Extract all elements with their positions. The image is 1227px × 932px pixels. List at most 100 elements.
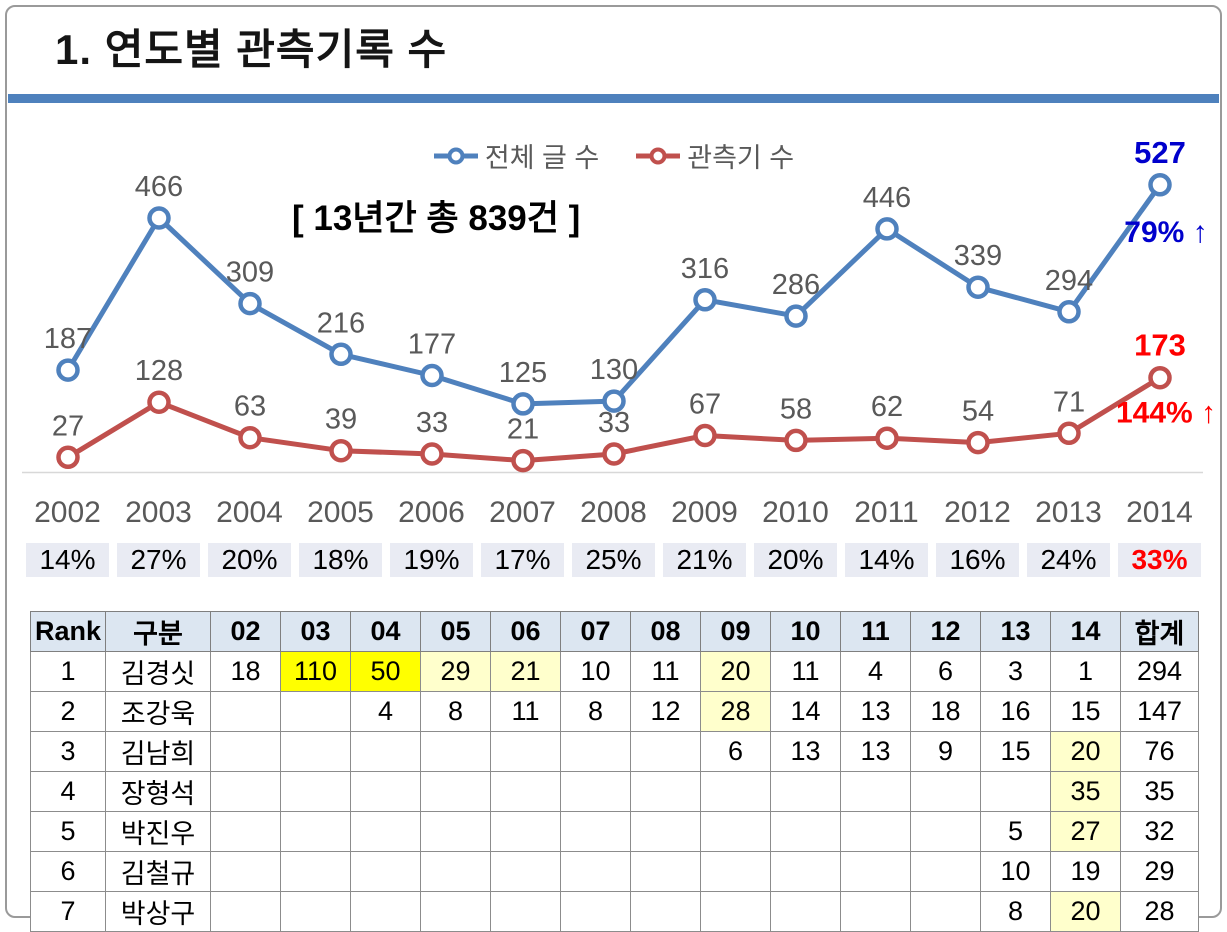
table-header-cell: Rank xyxy=(30,611,106,652)
total-cell: 32 xyxy=(1120,811,1199,852)
data-point-marker xyxy=(1057,421,1081,446)
table-header-cell: 07 xyxy=(560,611,631,652)
percent-value: 27% xyxy=(117,543,200,577)
table-header-cell: 14 xyxy=(1050,611,1121,652)
year-label: 2008 xyxy=(580,496,647,529)
year-value-cell xyxy=(350,771,421,812)
percent-cell: 27% xyxy=(113,543,204,577)
table-header-cell: 06 xyxy=(490,611,561,652)
data-point-label: 125 xyxy=(499,357,547,389)
table-row: 3 김남희 6 13 13 9 15 20 76 xyxy=(30,731,1199,772)
year-value-cell: 20 xyxy=(1050,891,1121,932)
percent-cell: 17% xyxy=(477,543,568,577)
year-value-cell xyxy=(630,731,701,772)
data-point-marker xyxy=(693,423,717,448)
year-value-cell xyxy=(560,771,631,812)
table-body: 1 김경싯 18 110 50 29 21 10 11 20 11 4 6 3 1 294 2 조강욱 4 8 11 8 1… xyxy=(30,651,1199,932)
year-value-cell xyxy=(350,891,421,932)
percent-cell: 14% xyxy=(22,543,113,577)
year-value-cell: 11 xyxy=(630,651,701,692)
x-axis-year-labels: 2002 2003 2004 2005 2006 2007 2008 2009 2010 2011… xyxy=(22,494,1205,532)
percent-cell: 21% xyxy=(659,543,750,577)
data-point-label: 216 xyxy=(317,307,365,339)
table-header-cell: 12 xyxy=(910,611,981,652)
table-header-cell: 05 xyxy=(420,611,491,652)
year-value-cell: 11 xyxy=(770,651,841,692)
percent-value: 21% xyxy=(663,543,746,577)
table-header-cell: 03 xyxy=(280,611,351,652)
legend-marker-icon xyxy=(433,147,478,164)
data-point-label: 27 xyxy=(52,410,84,442)
data-point-marker xyxy=(238,291,262,316)
data-point-marker xyxy=(511,392,535,416)
table-header-cell: 합계 xyxy=(1120,611,1199,652)
data-point-marker xyxy=(329,342,353,367)
observer-name-cell: 박진우 xyxy=(105,811,211,852)
observer-rank-table: Rank 구분 02 03 04 05 06 07 08 09 10 11 12 13 14 합계 1 김경싯 1… xyxy=(30,611,1199,932)
year-value-cell xyxy=(210,891,281,932)
rank-cell: 3 xyxy=(30,731,106,772)
percent-value: 14% xyxy=(845,543,928,577)
year-label: 2005 xyxy=(307,496,374,529)
observer-name-cell: 김남희 xyxy=(105,731,211,772)
year-value-cell xyxy=(630,771,701,812)
data-point-label: 446 xyxy=(863,182,911,214)
rank-cell: 1 xyxy=(30,651,106,692)
observer-name-cell: 김철규 xyxy=(105,851,211,892)
year-label: 2013 xyxy=(1035,496,1102,529)
total-cell: 294 xyxy=(1120,651,1199,692)
table-row: 4 장형석 35 35 xyxy=(30,771,1199,812)
table-header-cell: 11 xyxy=(840,611,911,652)
table-header-cell: 13 xyxy=(980,611,1051,652)
chart-legend: 전체 글 수 관측기 수 xyxy=(0,136,1227,175)
rank-cell: 2 xyxy=(30,691,106,732)
data-point-marker xyxy=(693,288,717,312)
percent-value: 17% xyxy=(481,543,564,577)
table-row: 7 박상구 8 20 28 xyxy=(30,891,1199,932)
data-point-marker xyxy=(420,442,444,466)
year-value-cell: 8 xyxy=(560,691,631,732)
year-value-cell xyxy=(910,891,981,932)
legend-label: 관측기 수 xyxy=(687,143,795,173)
rank-cell: 6 xyxy=(30,851,106,892)
year-value-cell xyxy=(280,731,351,772)
legend-item-1: 관측기 수 xyxy=(635,136,794,175)
year-value-cell xyxy=(490,811,561,852)
year-value-cell xyxy=(770,771,841,812)
year-value-cell xyxy=(560,891,631,932)
percent-cell: 18% xyxy=(295,543,386,577)
year-label: 2014 xyxy=(1126,496,1193,529)
year-label: 2012 xyxy=(944,496,1011,529)
year-value-cell: 29 xyxy=(420,651,491,692)
data-point-label: 339 xyxy=(954,240,1002,272)
year-value-cell xyxy=(280,771,351,812)
year-value-cell xyxy=(490,891,561,932)
year-value-cell xyxy=(350,731,421,772)
chart-total-annotation: [ 13년간 총 839건 ] xyxy=(292,199,581,238)
year-label: 2002 xyxy=(34,496,101,529)
year-value-cell: 15 xyxy=(1050,691,1121,732)
data-point-label: 316 xyxy=(681,253,729,285)
table-row: 2 조강욱 4 8 11 8 12 28 14 13 18 16 15 147 xyxy=(30,691,1199,732)
year-value-cell xyxy=(980,771,1051,812)
data-point-marker xyxy=(602,442,626,466)
table-header-cell: 08 xyxy=(630,611,701,652)
data-point-marker xyxy=(238,425,262,450)
data-point-label: 21 xyxy=(507,414,539,446)
year-value-cell: 11 xyxy=(490,691,561,732)
legend-marker-icon xyxy=(636,147,681,164)
year-value-cell xyxy=(490,851,561,892)
year-value-cell xyxy=(700,891,771,932)
observer-name-cell: 조강욱 xyxy=(105,691,211,732)
data-point-label: 71 xyxy=(1053,386,1085,418)
rank-cell: 7 xyxy=(30,891,106,932)
year-value-cell: 27 xyxy=(1050,811,1121,852)
data-point-marker xyxy=(329,438,353,463)
year-label: 2011 xyxy=(854,496,919,529)
year-value-cell: 8 xyxy=(980,891,1051,932)
year-value-cell xyxy=(280,851,351,892)
year-value-cell: 4 xyxy=(840,651,911,692)
year-value-cell: 110 xyxy=(280,651,351,692)
data-point-label: 309 xyxy=(226,257,274,289)
data-point-label: 286 xyxy=(772,269,820,301)
